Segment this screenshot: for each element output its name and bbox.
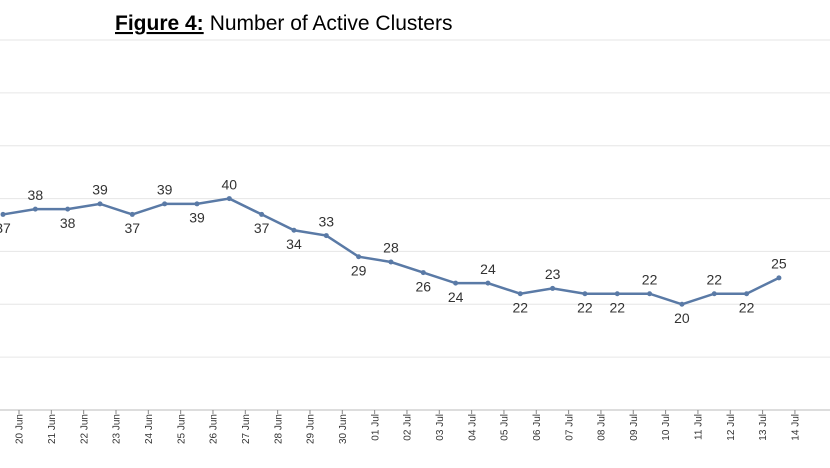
x-tick-label: 27 Jun xyxy=(241,414,252,444)
value-label: 33 xyxy=(319,213,335,229)
x-tick-label: 13 Jul xyxy=(758,414,769,441)
x-tick-label: 25 Jun xyxy=(176,414,187,444)
point xyxy=(226,196,232,202)
value-label: 25 xyxy=(771,256,787,272)
value-label: 38 xyxy=(60,215,76,231)
point xyxy=(97,201,103,207)
x-tick-label: 29 Jun xyxy=(306,414,317,444)
point xyxy=(711,291,717,297)
value-label: 39 xyxy=(157,182,173,198)
value-label: 37 xyxy=(254,220,270,236)
x-tick-label: 28 Jun xyxy=(273,414,284,444)
x-tick-label: 30 Jun xyxy=(338,414,349,444)
point xyxy=(420,270,426,276)
value-label: 34 xyxy=(286,236,302,252)
point xyxy=(259,211,265,217)
x-tick-label: 03 Jul xyxy=(435,414,446,441)
value-label: 28 xyxy=(383,240,399,256)
value-label: 20 xyxy=(674,310,690,326)
x-tick-label: 12 Jul xyxy=(726,414,737,441)
point xyxy=(0,211,6,217)
point xyxy=(776,275,782,281)
chart-title-prefix: Figure 4: xyxy=(115,12,204,35)
x-tick-label: 02 Jul xyxy=(403,414,414,441)
point xyxy=(129,211,135,217)
value-label: 39 xyxy=(92,182,108,198)
value-label: 24 xyxy=(480,261,496,277)
point xyxy=(647,291,653,297)
point xyxy=(356,254,362,260)
x-tick-label: 22 Jun xyxy=(79,414,90,444)
point xyxy=(679,301,685,307)
value-label: 40 xyxy=(222,176,238,192)
point xyxy=(388,259,394,265)
value-label: 22 xyxy=(739,299,755,315)
value-label: 24 xyxy=(448,289,464,305)
value-label: 22 xyxy=(642,271,658,287)
point xyxy=(323,233,329,239)
x-tick-label: 10 Jul xyxy=(661,414,672,441)
point xyxy=(291,227,297,233)
point xyxy=(162,201,168,207)
point xyxy=(582,291,588,297)
value-label: 23 xyxy=(545,266,561,282)
x-tick-label: 11 Jul xyxy=(694,414,705,440)
value-label: 29 xyxy=(351,262,367,278)
value-label: 39 xyxy=(189,210,205,226)
x-tick-label: 26 Jun xyxy=(209,414,220,444)
point xyxy=(453,280,459,286)
value-label: 38 xyxy=(28,187,44,203)
point xyxy=(744,291,750,297)
value-label: 37 xyxy=(125,220,141,236)
x-tick-label: 07 Jul xyxy=(564,414,575,441)
chart-title-group: Figure 4: Number of Active Clusters xyxy=(115,12,452,35)
x-tick-label: 24 Jun xyxy=(144,414,155,444)
x-tick-label: 20 Jun xyxy=(15,414,26,444)
value-label: 22 xyxy=(706,271,722,287)
x-tick-label: 04 Jul xyxy=(467,414,478,441)
x-tick-label: 01 Jul xyxy=(370,414,381,441)
x-tick-label: 08 Jul xyxy=(597,414,608,441)
point xyxy=(550,285,556,291)
point xyxy=(65,206,71,212)
chart-title: Number of Active Clusters xyxy=(210,12,453,35)
point xyxy=(485,280,491,286)
value-label: 22 xyxy=(609,299,625,315)
x-tick-label: 14 Jul xyxy=(791,414,802,441)
point xyxy=(614,291,620,297)
x-tick-label: 23 Jun xyxy=(112,414,123,444)
value-label: 22 xyxy=(577,299,593,315)
value-label: 26 xyxy=(416,278,432,294)
point xyxy=(32,206,38,212)
x-tick-label: 21 Jun xyxy=(47,414,58,444)
point xyxy=(517,291,523,297)
x-tick-label: 05 Jul xyxy=(500,414,511,441)
value-label: 22 xyxy=(512,299,528,315)
point xyxy=(194,201,200,207)
x-tick-label: 06 Jul xyxy=(532,414,543,441)
value-label: 37 xyxy=(0,220,11,236)
x-tick-label: 09 Jul xyxy=(629,414,640,441)
